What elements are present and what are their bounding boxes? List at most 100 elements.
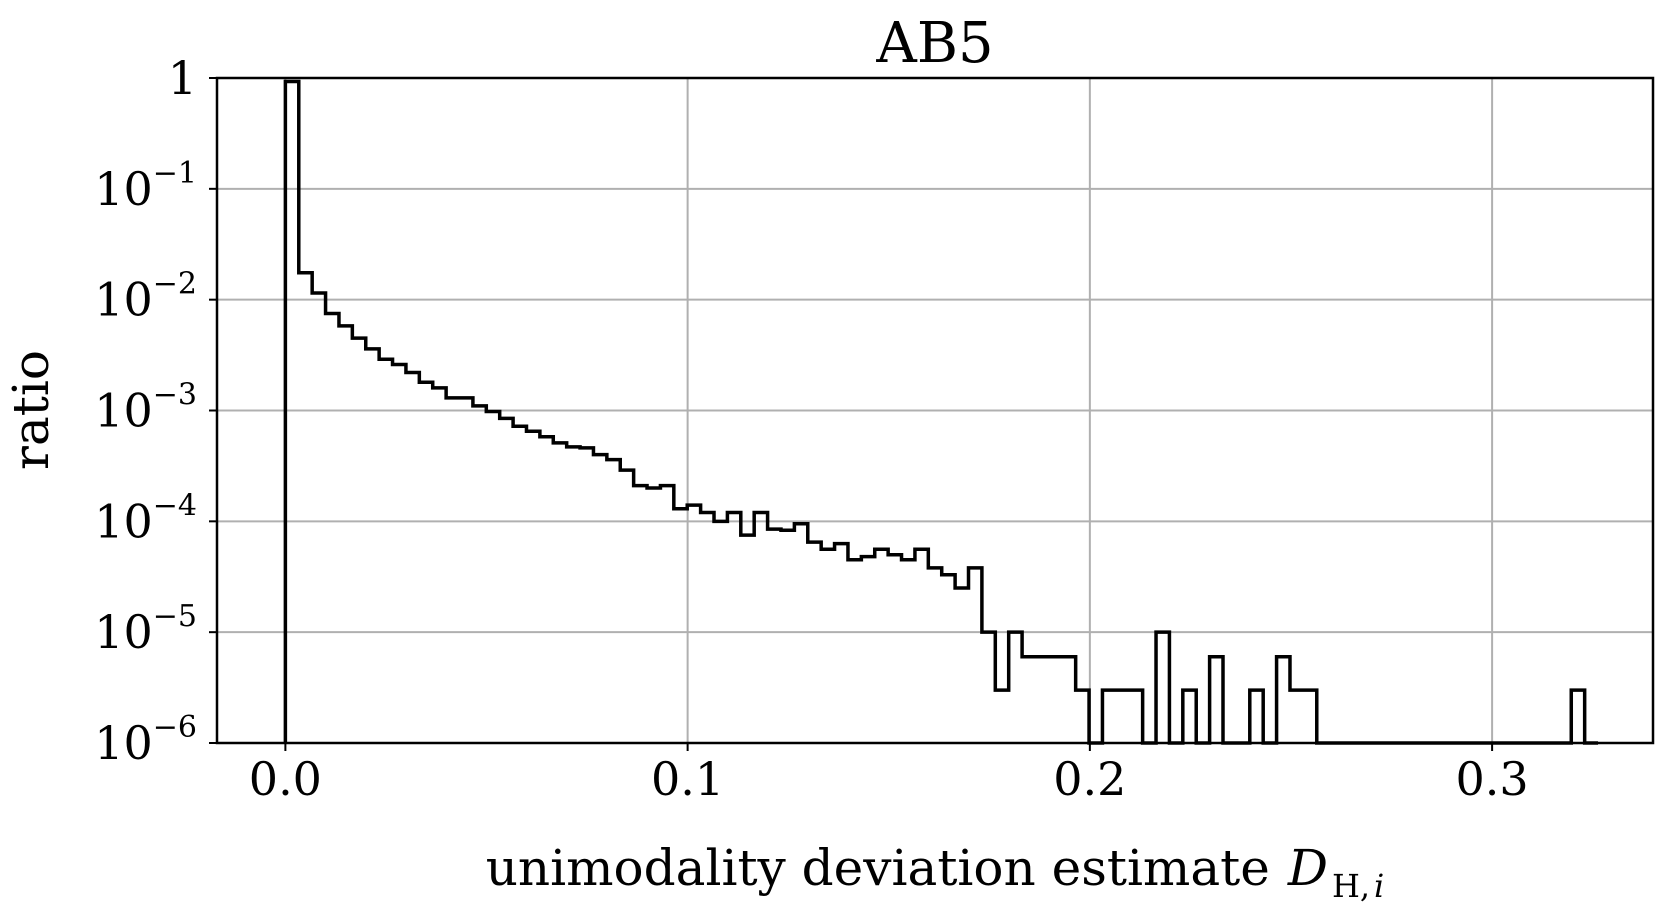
y-tick-base: 10	[94, 605, 153, 659]
chart-title: AB5	[875, 11, 993, 76]
histogram-bin	[808, 542, 821, 743]
y-tick-label: 10−3	[94, 378, 197, 438]
x-axis-label-subscript-index: i	[1374, 867, 1384, 905]
histogram-bin	[446, 398, 459, 743]
histogram-bin	[1116, 690, 1129, 743]
histogram-bin	[593, 455, 606, 743]
histogram-bin	[366, 349, 379, 743]
histogram-bin	[982, 632, 995, 743]
histogram-bin	[1571, 690, 1584, 743]
y-tick-label: 10−6	[94, 710, 197, 770]
y-tick-exponent: −4	[153, 488, 197, 523]
histogram-bin	[567, 447, 580, 743]
x-tick-label: 0.1	[651, 752, 724, 806]
histogram-bin	[942, 575, 955, 743]
histogram-bin	[1277, 657, 1290, 743]
histogram-bin	[1156, 632, 1169, 743]
x-axis-label: unimodality deviation estimate D H, i	[486, 839, 1385, 905]
histogram-bin	[379, 359, 392, 743]
y-tick-base: 10	[94, 384, 153, 438]
histogram-bin	[821, 549, 834, 743]
histogram-bin	[607, 460, 620, 743]
x-axis-label-symbol: D	[1287, 839, 1328, 897]
y-tick-base: 10	[94, 494, 153, 548]
histogram-bin	[433, 388, 446, 743]
histogram-bin	[674, 509, 687, 743]
histogram-bin	[486, 411, 499, 743]
y-tick-base: 10	[94, 716, 153, 770]
histogram-bin	[352, 338, 365, 743]
histogram-bin	[701, 513, 714, 743]
histogram-bin	[634, 486, 647, 743]
histogram-bin	[513, 426, 526, 743]
histogram-bin	[754, 513, 767, 743]
histogram-step-line	[283, 79, 1599, 745]
histogram-bin	[875, 549, 888, 743]
x-tick-label: 0.3	[1456, 752, 1529, 806]
histogram-bin	[473, 406, 486, 743]
y-tick-exponent: −2	[153, 267, 197, 302]
histogram-bin	[915, 549, 928, 743]
histogram-bin	[660, 486, 673, 743]
histogram-bin	[1210, 657, 1223, 743]
histogram-bin	[1129, 690, 1142, 743]
histogram-bin	[1009, 632, 1022, 743]
histogram-bin	[727, 513, 740, 743]
histogram-bin	[1183, 690, 1196, 743]
histogram-bin	[888, 555, 901, 743]
histogram-bin	[794, 524, 807, 743]
histogram-bin	[540, 437, 553, 743]
y-tick-base: 10	[94, 273, 153, 327]
histogram-bin	[687, 505, 700, 743]
histogram-bin	[861, 557, 874, 743]
y-tick-base: 10	[94, 162, 153, 216]
histogram-bin	[526, 431, 539, 743]
histogram-bin	[553, 443, 566, 743]
histogram-bin	[460, 398, 473, 743]
histogram-bin	[955, 588, 968, 743]
histogram-bin	[928, 568, 941, 743]
histogram-bin	[1049, 657, 1062, 743]
histogram-bin	[285, 81, 298, 743]
histogram-bin	[406, 373, 419, 743]
x-axis-label-text: unimodality deviation estimate	[486, 839, 1270, 897]
histogram-bin	[1102, 690, 1115, 743]
histogram-bin	[995, 690, 1008, 743]
histogram-bin	[1290, 690, 1303, 743]
histogram-bin	[312, 293, 325, 743]
histogram-bin	[326, 314, 339, 743]
histogram-bin	[835, 544, 848, 743]
y-tick-exponent: −6	[153, 710, 197, 745]
histogram-bin	[393, 365, 406, 743]
y-tick-label: 10−1	[94, 156, 197, 216]
histogram-bin	[580, 448, 593, 743]
x-axis-label-subscript: H,	[1332, 867, 1370, 905]
histogram-bin	[741, 535, 754, 743]
histogram-bin	[1076, 690, 1089, 743]
histogram-bin	[620, 470, 633, 743]
histogram-bin	[1062, 657, 1075, 743]
histogram-bin	[1035, 657, 1048, 743]
histogram-bin	[419, 382, 432, 743]
y-tick-exponent: −5	[153, 599, 197, 634]
y-tick-label: 1	[168, 51, 197, 105]
histogram-bin	[299, 273, 312, 743]
histogram-bin	[902, 560, 915, 743]
histogram-bin	[1022, 657, 1035, 743]
y-tick-label: 10−2	[94, 267, 197, 327]
histogram-series	[283, 79, 1599, 745]
x-tick-label: 0.0	[249, 752, 322, 806]
y-axis-label: ratio	[2, 350, 60, 470]
histogram-bin	[969, 568, 982, 743]
histogram-bin	[781, 530, 794, 743]
histogram-bin	[500, 418, 513, 743]
histogram-bin	[1303, 690, 1316, 743]
grid-lines	[217, 78, 1653, 743]
y-tick-base: 1	[168, 51, 197, 105]
y-tick-label: 10−4	[94, 488, 197, 548]
y-tick-exponent: −3	[153, 378, 197, 413]
histogram-bin	[339, 326, 352, 743]
histogram-bin	[768, 529, 781, 743]
y-tick-exponent: −1	[153, 156, 197, 191]
